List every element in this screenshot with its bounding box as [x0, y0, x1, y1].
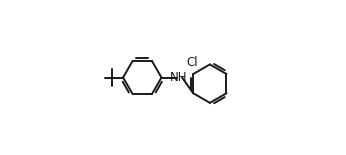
Text: NH: NH — [170, 71, 187, 84]
Text: Cl: Cl — [186, 56, 198, 69]
